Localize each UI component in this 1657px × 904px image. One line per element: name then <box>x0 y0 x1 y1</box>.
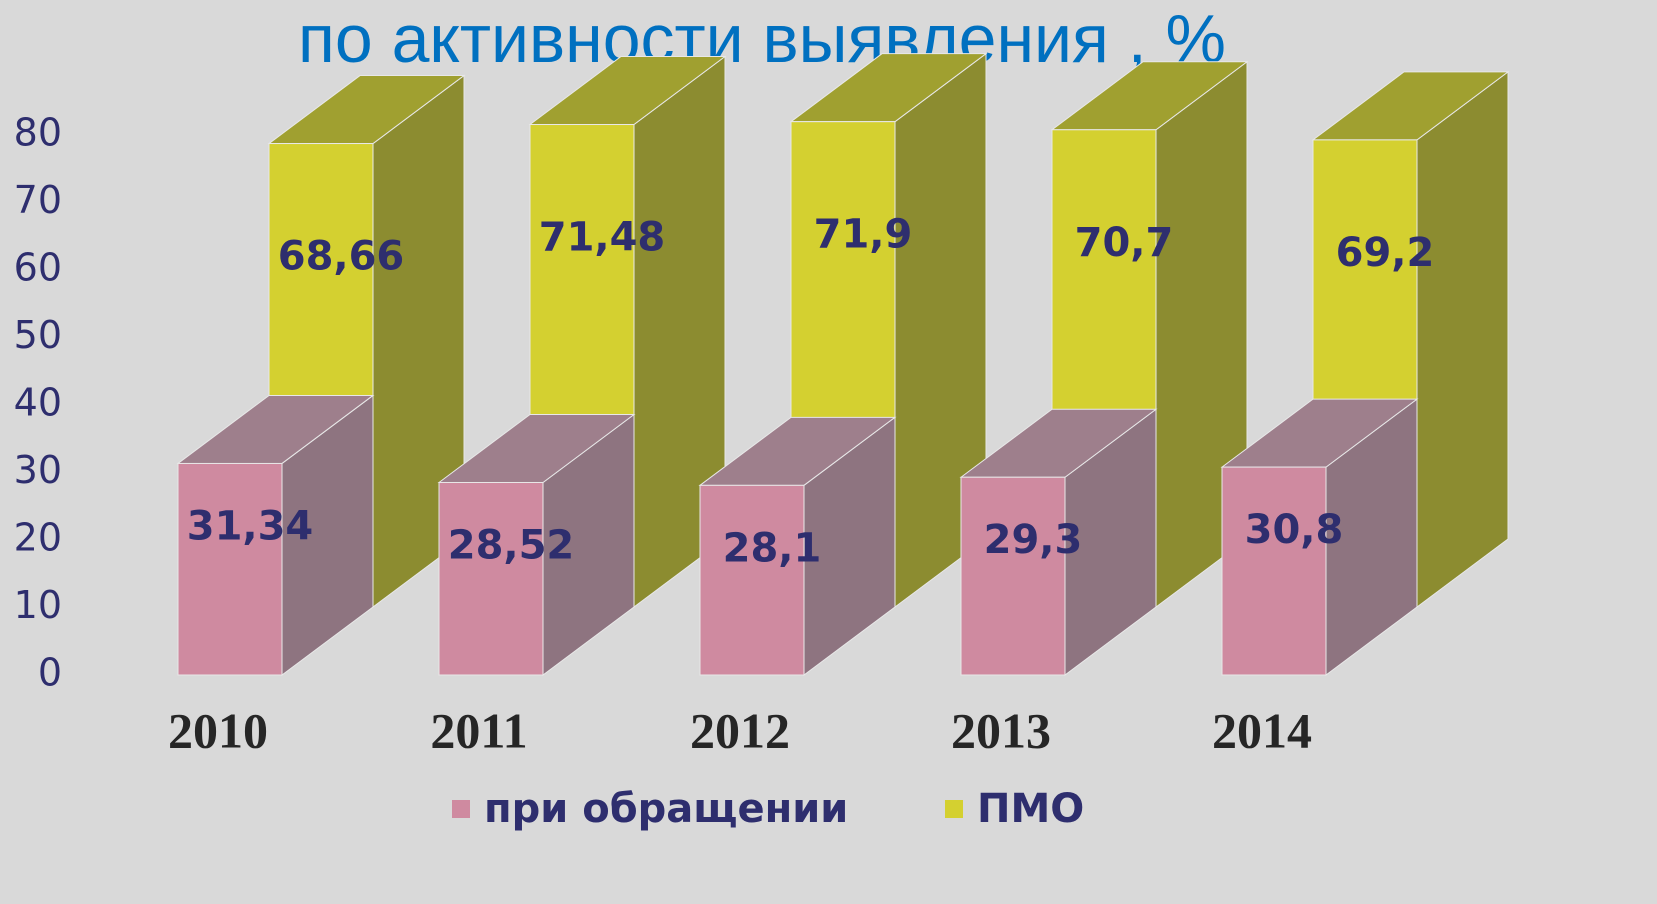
data-label: 70,7 <box>1075 220 1174 266</box>
data-label: 68,66 <box>278 234 405 280</box>
legend-label: ПМО <box>977 786 1084 832</box>
bar <box>699 484 805 676</box>
data-label: 29,3 <box>984 517 1083 563</box>
y-tick-label: 20 <box>14 516 62 560</box>
y-tick-label: 0 <box>38 651 62 695</box>
legend-swatch <box>945 800 963 818</box>
data-label: 28,1 <box>723 525 822 571</box>
x-tick-label: 2013 <box>951 702 1051 758</box>
data-label: 71,9 <box>814 212 913 258</box>
y-tick-label: 30 <box>14 448 62 492</box>
legend-label: при обращении <box>484 786 848 832</box>
legend-swatch <box>452 800 470 818</box>
x-tick-label: 2012 <box>690 702 790 758</box>
bar <box>438 481 544 676</box>
data-label: 69,2 <box>1336 230 1435 276</box>
y-tick-label: 50 <box>14 313 62 357</box>
plot <box>176 52 1510 676</box>
bar <box>960 476 1066 676</box>
y-tick-label: 40 <box>14 381 62 425</box>
chart-title: по активности выявления , % <box>298 1 1226 77</box>
y-tick-label: 80 <box>14 111 62 155</box>
data-label: 31,34 <box>187 503 314 549</box>
data-label: 71,48 <box>539 215 666 261</box>
bar <box>1221 466 1327 676</box>
data-label: 30,8 <box>1245 507 1344 553</box>
bar <box>177 462 283 676</box>
y-tick-label: 60 <box>14 246 62 290</box>
y-tick-label: 10 <box>14 583 62 627</box>
bar-side <box>1416 70 1509 608</box>
x-tick-label: 2011 <box>430 702 527 758</box>
x-tick-label: 2014 <box>1212 702 1312 758</box>
x-tick-label: 2010 <box>168 702 268 758</box>
data-label: 28,52 <box>448 522 575 568</box>
y-tick-label: 70 <box>14 178 62 222</box>
